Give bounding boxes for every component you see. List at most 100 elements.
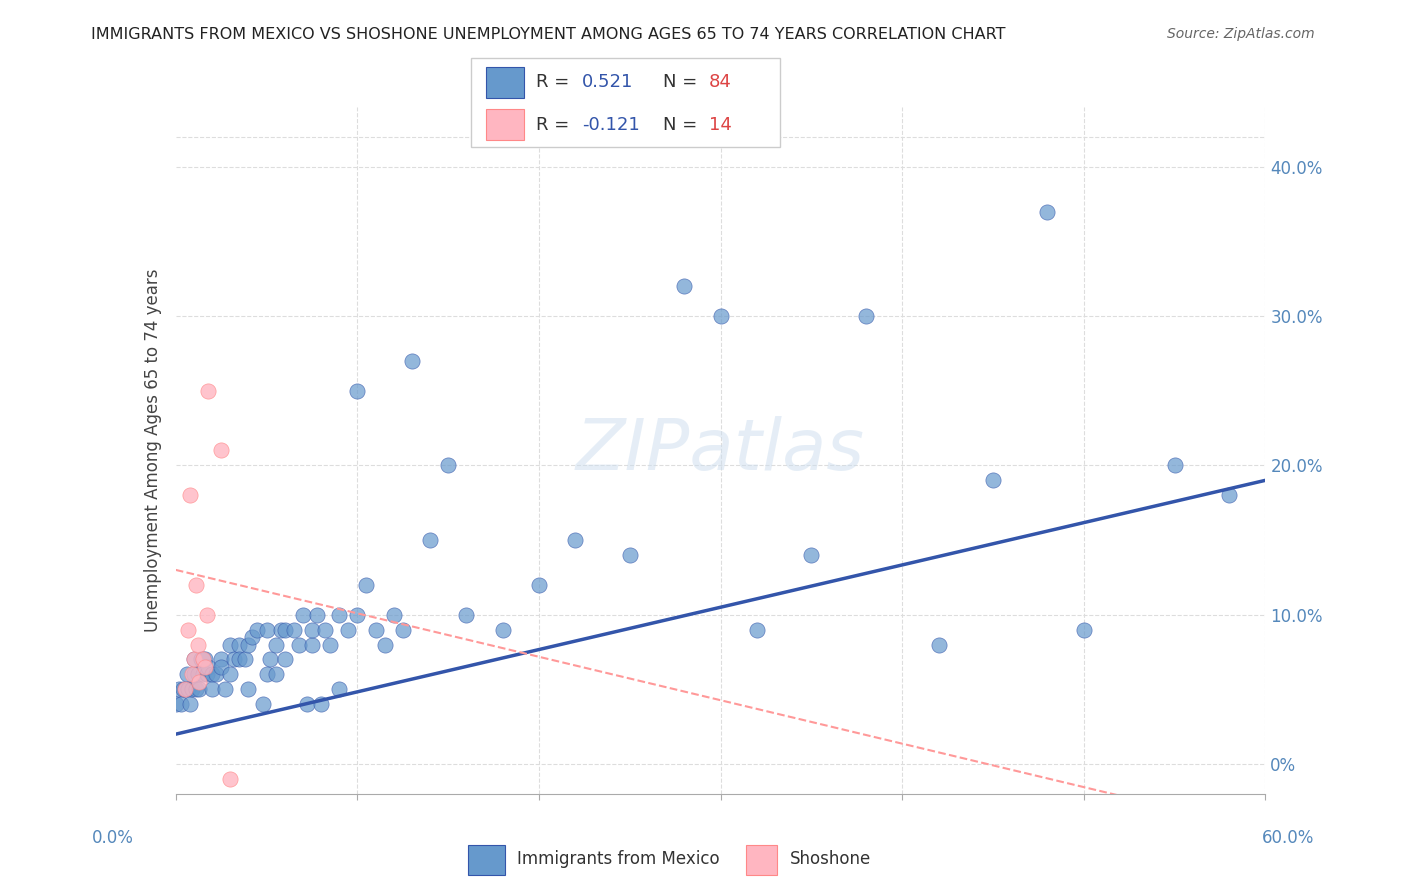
Point <box>256 667 278 681</box>
Point <box>256 623 278 637</box>
Point <box>172 682 194 697</box>
Point <box>301 638 323 652</box>
Point <box>309 698 332 712</box>
Point <box>264 667 287 681</box>
Point <box>1218 488 1240 502</box>
Text: Source: ZipAtlas.com: Source: ZipAtlas.com <box>1167 27 1315 41</box>
Point <box>456 607 478 622</box>
Point <box>219 667 242 681</box>
Point <box>222 652 245 666</box>
Point <box>374 638 396 652</box>
Point <box>252 698 274 712</box>
Point <box>346 607 368 622</box>
Point <box>195 667 218 681</box>
Point <box>382 607 405 622</box>
Point <box>177 682 200 697</box>
FancyBboxPatch shape <box>471 58 780 147</box>
Point <box>194 660 217 674</box>
Point <box>419 533 441 547</box>
Point <box>314 623 336 637</box>
Point <box>401 354 423 368</box>
Point <box>228 638 250 652</box>
Point <box>391 623 413 637</box>
Point <box>204 667 226 681</box>
Point <box>307 607 329 622</box>
Y-axis label: Unemployment Among Ages 65 to 74 years: Unemployment Among Ages 65 to 74 years <box>143 268 162 632</box>
Point <box>800 548 823 562</box>
Text: 84: 84 <box>709 73 733 91</box>
Point <box>274 652 297 666</box>
Point <box>1036 204 1059 219</box>
Text: N =: N = <box>662 73 703 91</box>
Point <box>564 533 586 547</box>
FancyBboxPatch shape <box>486 67 523 98</box>
Point <box>855 309 877 323</box>
Point <box>214 682 236 697</box>
Point <box>197 384 219 398</box>
Point <box>301 623 323 637</box>
Point <box>337 623 360 637</box>
Point <box>240 630 263 644</box>
Point <box>291 607 314 622</box>
Text: R =: R = <box>536 116 575 134</box>
Point <box>673 279 696 293</box>
Point <box>328 607 350 622</box>
Point <box>179 488 201 502</box>
Point <box>1073 623 1095 637</box>
Point <box>183 652 205 666</box>
Text: -0.121: -0.121 <box>582 116 640 134</box>
Point <box>186 667 209 681</box>
Point <box>194 652 217 666</box>
Text: IMMIGRANTS FROM MEXICO VS SHOSHONE UNEMPLOYMENT AMONG AGES 65 TO 74 YEARS CORREL: IMMIGRANTS FROM MEXICO VS SHOSHONE UNEMP… <box>91 27 1005 42</box>
Point <box>186 638 209 652</box>
Point <box>288 638 311 652</box>
Point <box>197 660 219 674</box>
Point <box>219 772 242 786</box>
Point <box>437 458 460 473</box>
Text: ZIPatlas: ZIPatlas <box>576 416 865 485</box>
FancyBboxPatch shape <box>747 845 778 874</box>
Point <box>259 652 281 666</box>
Point <box>201 667 224 681</box>
Point <box>179 698 201 712</box>
FancyBboxPatch shape <box>486 109 523 140</box>
Point <box>183 667 205 681</box>
Point <box>181 682 204 697</box>
Point <box>184 578 207 592</box>
Point <box>238 682 260 697</box>
Point <box>270 623 292 637</box>
Point <box>238 638 260 652</box>
Point <box>527 578 550 592</box>
Point <box>173 682 195 697</box>
Point <box>219 638 242 652</box>
Point <box>191 652 214 666</box>
Point <box>928 638 950 652</box>
Point <box>195 607 218 622</box>
Point <box>619 548 641 562</box>
Point <box>246 623 269 637</box>
Point <box>165 698 187 712</box>
Point <box>184 682 207 697</box>
Text: 60.0%: 60.0% <box>1263 829 1315 847</box>
Point <box>745 623 768 637</box>
Point <box>183 652 205 666</box>
FancyBboxPatch shape <box>468 845 505 874</box>
Point <box>169 682 191 697</box>
Point <box>364 623 387 637</box>
Point <box>209 652 232 666</box>
Point <box>356 578 378 592</box>
Point <box>201 682 224 697</box>
Text: 0.521: 0.521 <box>582 73 634 91</box>
Point <box>209 443 232 458</box>
Point <box>191 667 214 681</box>
Point <box>319 638 342 652</box>
Point <box>264 638 287 652</box>
Point <box>283 623 305 637</box>
Point <box>295 698 318 712</box>
Text: Shoshone: Shoshone <box>790 849 870 868</box>
Point <box>177 623 200 637</box>
Point <box>710 309 733 323</box>
Point <box>170 698 193 712</box>
Point <box>188 682 211 697</box>
Text: Immigrants from Mexico: Immigrants from Mexico <box>517 849 720 868</box>
